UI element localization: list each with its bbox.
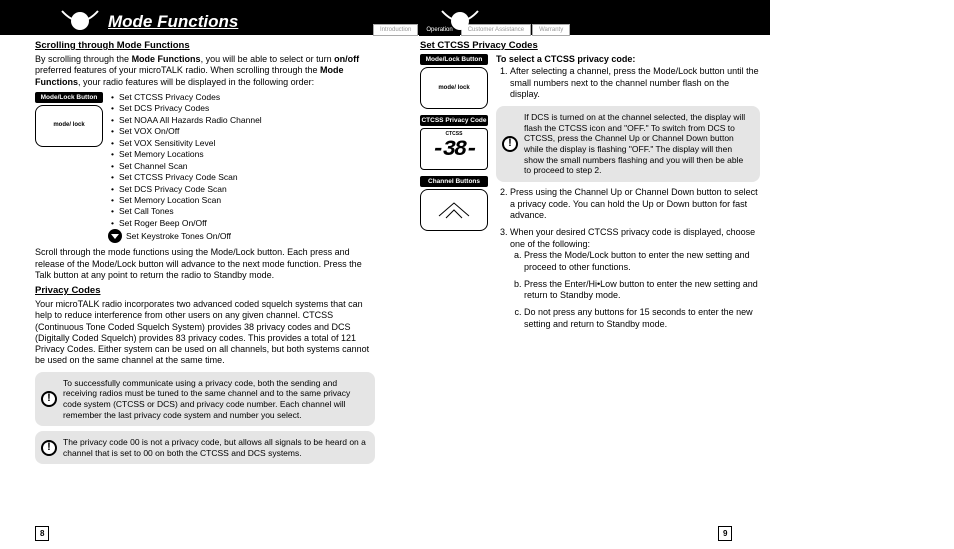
channel-buttons-illustration xyxy=(420,189,488,231)
mode-lock-label: Mode/Lock Button xyxy=(35,92,103,103)
list-item: Set Roger Beep On/Off xyxy=(111,218,262,229)
mode-lock-illustration: Mode/Lock Button mode/ lock xyxy=(35,92,103,244)
scroll-instructions: Scroll through the mode functions using … xyxy=(35,247,375,281)
list-item: Set NOAA All Hazards Radio Channel xyxy=(111,115,262,126)
step-3: When your desired CTCSS privacy code is … xyxy=(510,227,760,331)
note-text: To successfully communicate using a priv… xyxy=(63,378,350,420)
lcd-illustration: CTCSS -38- xyxy=(420,128,488,170)
list-item: Set Channel Scan xyxy=(111,161,262,172)
channel-buttons-label: Channel Buttons xyxy=(420,176,488,187)
page-number-left: 8 xyxy=(35,526,49,541)
list-item: Set VOX On/Off xyxy=(111,126,262,137)
step-3a: Press the Mode/Lock button to enter the … xyxy=(524,250,760,273)
list-item: Set DCS Privacy Code Scan xyxy=(111,184,262,195)
arrow-down-icon xyxy=(108,229,122,243)
steps-list-cont: Press using the Channel Up or Channel Do… xyxy=(496,187,760,331)
step-3b: Press the Enter/Hi•Low button to enter t… xyxy=(524,279,760,302)
right-page: Set CTCSS Privacy Codes Mode/Lock Button… xyxy=(420,40,760,335)
note-text: If DCS is turned on at the channel selec… xyxy=(524,112,745,175)
list-item: Set Memory Location Scan xyxy=(111,195,262,206)
swoosh-icon-2 xyxy=(440,3,480,33)
note-text: The privacy code 00 is not a privacy cod… xyxy=(63,437,366,458)
ctcss-subheading: To select a CTCSS privacy code: xyxy=(496,54,760,64)
note-icon: ! xyxy=(41,440,57,456)
swoosh-icon xyxy=(60,3,100,33)
step-3c: Do not press any buttons for 15 seconds … xyxy=(524,307,760,330)
page-title: Mode Functions xyxy=(108,12,238,32)
substeps: Press the Mode/Lock button to enter the … xyxy=(510,250,760,330)
section-title-ctcss: Set CTCSS Privacy Codes xyxy=(420,40,760,51)
list-item: Set DCS Privacy Codes xyxy=(111,103,262,114)
mode-functions-list: Set CTCSS Privacy Codes Set DCS Privacy … xyxy=(111,92,262,230)
page-number-right: 9 xyxy=(718,526,732,541)
mode-lock-label: Mode/Lock Button xyxy=(420,54,488,65)
list-item: Set CTCSS Privacy Code Scan xyxy=(111,172,262,183)
note-icon: ! xyxy=(502,136,518,152)
section-title-privacy: Privacy Codes xyxy=(35,285,375,296)
scrolling-intro: By scrolling through the Mode Functions,… xyxy=(35,54,375,88)
privacy-description: Your microTALK radio incorporates two ad… xyxy=(35,299,375,367)
note-box: ! The privacy code 00 is not a privacy c… xyxy=(35,431,375,464)
step-1: After selecting a channel, press the Mod… xyxy=(510,66,760,101)
list-item: Set VOX Sensitivity Level xyxy=(111,138,262,149)
ctcss-label: CTCSS Privacy Code xyxy=(420,115,488,126)
list-item: Set Keystroke Tones On/Off xyxy=(126,231,231,241)
tab-warranty: Warranty xyxy=(532,24,570,36)
section-title-scrolling: Scrolling through Mode Functions xyxy=(35,40,375,51)
note-box: ! To successfully communicate using a pr… xyxy=(35,372,375,427)
list-item: Set CTCSS Privacy Codes xyxy=(111,92,262,103)
note-box: ! If DCS is turned on at the channel sel… xyxy=(496,106,760,182)
list-item: Set Memory Locations xyxy=(111,149,262,160)
mode-lock-illustration: mode/ lock xyxy=(420,67,488,109)
list-item: Set Call Tones xyxy=(111,206,262,217)
left-page: Scrolling through Mode Functions By scro… xyxy=(35,40,375,469)
step-2: Press using the Channel Up or Channel Do… xyxy=(510,187,760,222)
tab-intro: Introduction xyxy=(373,24,418,36)
steps-list: After selecting a channel, press the Mod… xyxy=(496,66,760,101)
note-icon: ! xyxy=(41,391,57,407)
